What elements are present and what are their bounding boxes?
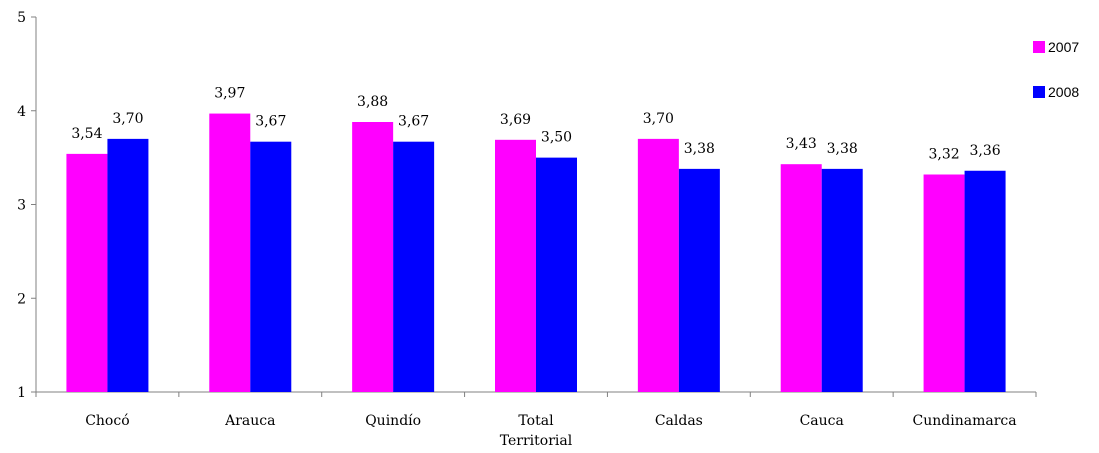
category-label: Quindío xyxy=(365,413,421,429)
data-label: 3,67 xyxy=(398,114,429,130)
data-label: 3,70 xyxy=(643,111,674,127)
y-tick-label: 3 xyxy=(17,198,26,214)
data-label: 3,38 xyxy=(827,141,858,157)
bar-2008 xyxy=(821,168,863,392)
data-label: 3,69 xyxy=(500,112,531,128)
data-label: 3,38 xyxy=(684,141,715,157)
bar-2008 xyxy=(964,170,1006,392)
category-label: Chocó xyxy=(85,413,129,429)
data-labels: 3,54 3,70 3,97 3,67 3,88 3,67 3,69 3,50 3,70 3,38… xyxy=(71,86,1000,163)
data-label: 3,67 xyxy=(255,114,286,130)
y-tick-label: 1 xyxy=(17,385,26,401)
data-label: 3,50 xyxy=(541,130,572,146)
data-label: 3,32 xyxy=(928,147,959,163)
legend-swatch-2008 xyxy=(1033,86,1045,98)
legend-label: 2007 xyxy=(1048,39,1079,55)
data-label: 3,54 xyxy=(71,126,102,142)
bar-2007 xyxy=(209,113,251,392)
bar-2007 xyxy=(923,174,965,392)
y-tick-label: 4 xyxy=(17,104,26,120)
bar-2008 xyxy=(250,141,292,392)
category-label: Arauca xyxy=(224,413,275,429)
bar-2007 xyxy=(780,164,822,392)
category-label: Caldas xyxy=(655,413,703,429)
legend: 2007 2008 xyxy=(1033,39,1079,100)
y-tick-label: 2 xyxy=(17,291,26,307)
legend-label: 2008 xyxy=(1048,84,1079,100)
data-label: 3,36 xyxy=(969,143,1000,159)
bar-2007 xyxy=(637,138,679,392)
bar-2008 xyxy=(393,141,435,392)
data-label: 3,97 xyxy=(214,86,245,102)
category-label: Cauca xyxy=(800,413,844,429)
legend-swatch-2007 xyxy=(1033,41,1045,53)
bar-2007 xyxy=(352,122,394,392)
category-label: Cundinamarca xyxy=(913,413,1017,429)
y-axis: 1 2 3 4 5 xyxy=(17,10,37,401)
bar-2008 xyxy=(678,168,720,392)
bars xyxy=(66,113,1006,392)
bar-2007 xyxy=(66,153,108,392)
bar-2008 xyxy=(107,138,149,392)
data-label: 3,70 xyxy=(112,111,143,127)
x-axis: Chocó Arauca Quindío Total Territorial Caldas… xyxy=(35,391,1037,449)
category-label: Total Territorial xyxy=(500,413,573,449)
data-label: 3,88 xyxy=(357,94,388,110)
data-label: 3,43 xyxy=(786,136,817,152)
y-tick-label: 5 xyxy=(17,10,26,26)
bar-2008 xyxy=(536,157,577,392)
bar-2007 xyxy=(495,139,536,392)
